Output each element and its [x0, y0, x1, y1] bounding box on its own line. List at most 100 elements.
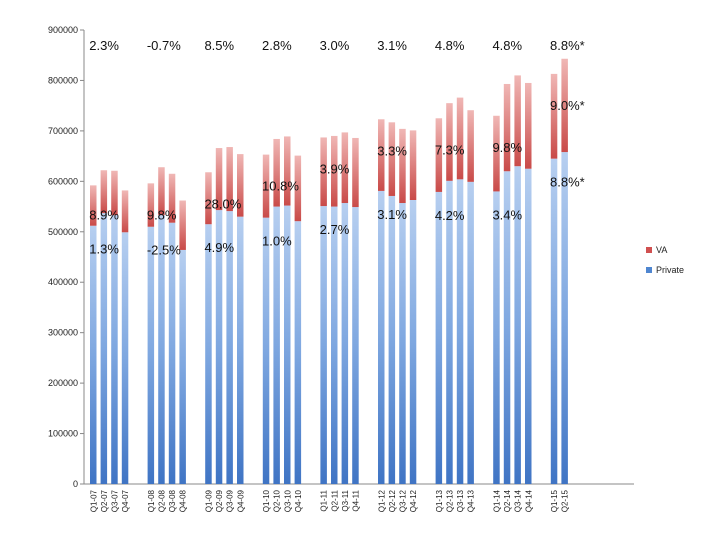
x-tick-label: Q1-15: [550, 489, 559, 512]
bar-va: [456, 97, 464, 180]
x-tick-label: Q1-14: [492, 489, 501, 512]
x-tick-label: Q1-13: [435, 489, 444, 512]
y-tick-label: 500000: [48, 227, 78, 237]
bar-private: [435, 191, 443, 484]
bar-private: [294, 221, 302, 484]
bar-va: [503, 83, 511, 172]
bar-private: [215, 210, 223, 484]
bar-va: [514, 75, 521, 167]
bar-va: [378, 119, 385, 191]
x-tick-label: Q3-07: [110, 489, 119, 512]
bar-private: [262, 217, 270, 485]
bar-private: [446, 180, 453, 484]
bar-private: [399, 203, 406, 484]
bar-private: [168, 222, 176, 484]
bar-va: [226, 147, 233, 212]
group-private-label: 3.4%: [492, 207, 522, 222]
group-va-label: 9.8%: [147, 207, 177, 222]
bar-va: [158, 167, 165, 216]
y-tick-label: 300000: [48, 328, 78, 338]
bar-private: [284, 205, 291, 484]
group-private-label: 8.8%*: [550, 175, 585, 190]
bar-va: [90, 185, 97, 226]
bar-va: [467, 110, 474, 182]
bar-va: [179, 200, 186, 250]
bar-private: [409, 199, 417, 484]
y-tick-label: 200000: [48, 378, 78, 388]
bar-private: [503, 171, 511, 484]
bar-private: [388, 195, 396, 484]
x-tick-label: Q4-10: [294, 489, 303, 512]
bar-private: [341, 203, 349, 484]
bar-va: [435, 118, 443, 192]
bar-va: [237, 154, 244, 217]
legend-label-va: VA: [656, 245, 667, 255]
bar-va: [341, 132, 349, 204]
legend-swatch-va: [646, 247, 652, 253]
x-tick-label: Q4-13: [467, 489, 476, 512]
bar-va: [352, 137, 359, 208]
y-tick-label: 0: [73, 479, 78, 489]
x-tick-label: Q1-07: [89, 489, 98, 512]
group-total-label: 2.8%: [262, 38, 292, 53]
group-private-label: 2.7%: [320, 222, 350, 237]
bar-va: [273, 138, 280, 207]
bar-va: [284, 136, 291, 206]
x-tick-label: Q3-11: [341, 489, 350, 511]
x-tick-label: Q3-13: [456, 489, 465, 512]
x-tick-label: Q3-08: [168, 489, 177, 512]
x-tick-label: Q4-11: [351, 489, 360, 511]
x-tick-label: Q2-09: [215, 489, 224, 512]
group-va-label: 3.3%: [377, 143, 407, 158]
bar-va: [331, 135, 338, 207]
x-tick-label: Q4-08: [179, 489, 188, 512]
bar-va: [561, 58, 568, 153]
y-tick-label: 100000: [48, 429, 78, 439]
bar-va: [550, 73, 558, 159]
bar-private: [352, 207, 359, 484]
x-tick-label: Q4-07: [121, 489, 130, 512]
group-total-label: 3.1%: [377, 38, 407, 53]
group-private-label: 3.1%: [377, 207, 407, 222]
group-total-label: 8.5%: [204, 38, 234, 53]
group-va-label: 9.0%*: [550, 98, 585, 113]
legend-swatch-private: [646, 267, 652, 273]
y-tick-label: 400000: [48, 277, 78, 287]
x-tick-label: Q2-10: [273, 489, 282, 512]
group-va-label: 3.9%: [320, 161, 350, 176]
group-private-label: 1.3%: [89, 242, 119, 257]
x-tick-label: Q1-10: [262, 489, 271, 512]
bar-va: [525, 82, 532, 169]
legend: VA Private: [646, 245, 684, 275]
x-tick-label: Q1-11: [320, 489, 329, 511]
bar-va: [111, 170, 118, 216]
y-tick-label: 800000: [48, 75, 78, 85]
group-total-label: 4.8%: [435, 38, 465, 53]
group-total-label: 8.8%*: [550, 38, 585, 53]
group-total-label: 3.0%: [320, 38, 350, 53]
x-tick-label: Q4-12: [409, 489, 418, 512]
bar-private: [378, 190, 385, 484]
group-total-label: -0.7%: [147, 38, 181, 53]
bar-va: [399, 128, 406, 204]
bar-private: [273, 206, 280, 485]
bar-va: [493, 115, 500, 192]
x-tick-label: Q2-13: [445, 489, 454, 512]
x-tick-label: Q1-08: [147, 489, 156, 512]
bar-private: [121, 232, 129, 484]
group-va-label: 9.8%: [492, 140, 522, 155]
bar-private: [158, 215, 165, 484]
x-tick-label: Q1-12: [377, 489, 386, 512]
legend-label-private: Private: [656, 265, 684, 275]
group-private-label: 4.9%: [204, 240, 234, 255]
bar-va: [294, 155, 302, 222]
bar-private: [205, 224, 212, 484]
bar-va: [121, 190, 129, 233]
x-tick-label: Q4-14: [524, 489, 533, 512]
bar-private: [561, 152, 568, 484]
bar-private: [331, 206, 338, 485]
group-va-label: 10.8%: [262, 179, 299, 194]
x-tick-label: Q2-14: [503, 489, 512, 512]
x-tick-label: Q1-09: [204, 489, 213, 512]
